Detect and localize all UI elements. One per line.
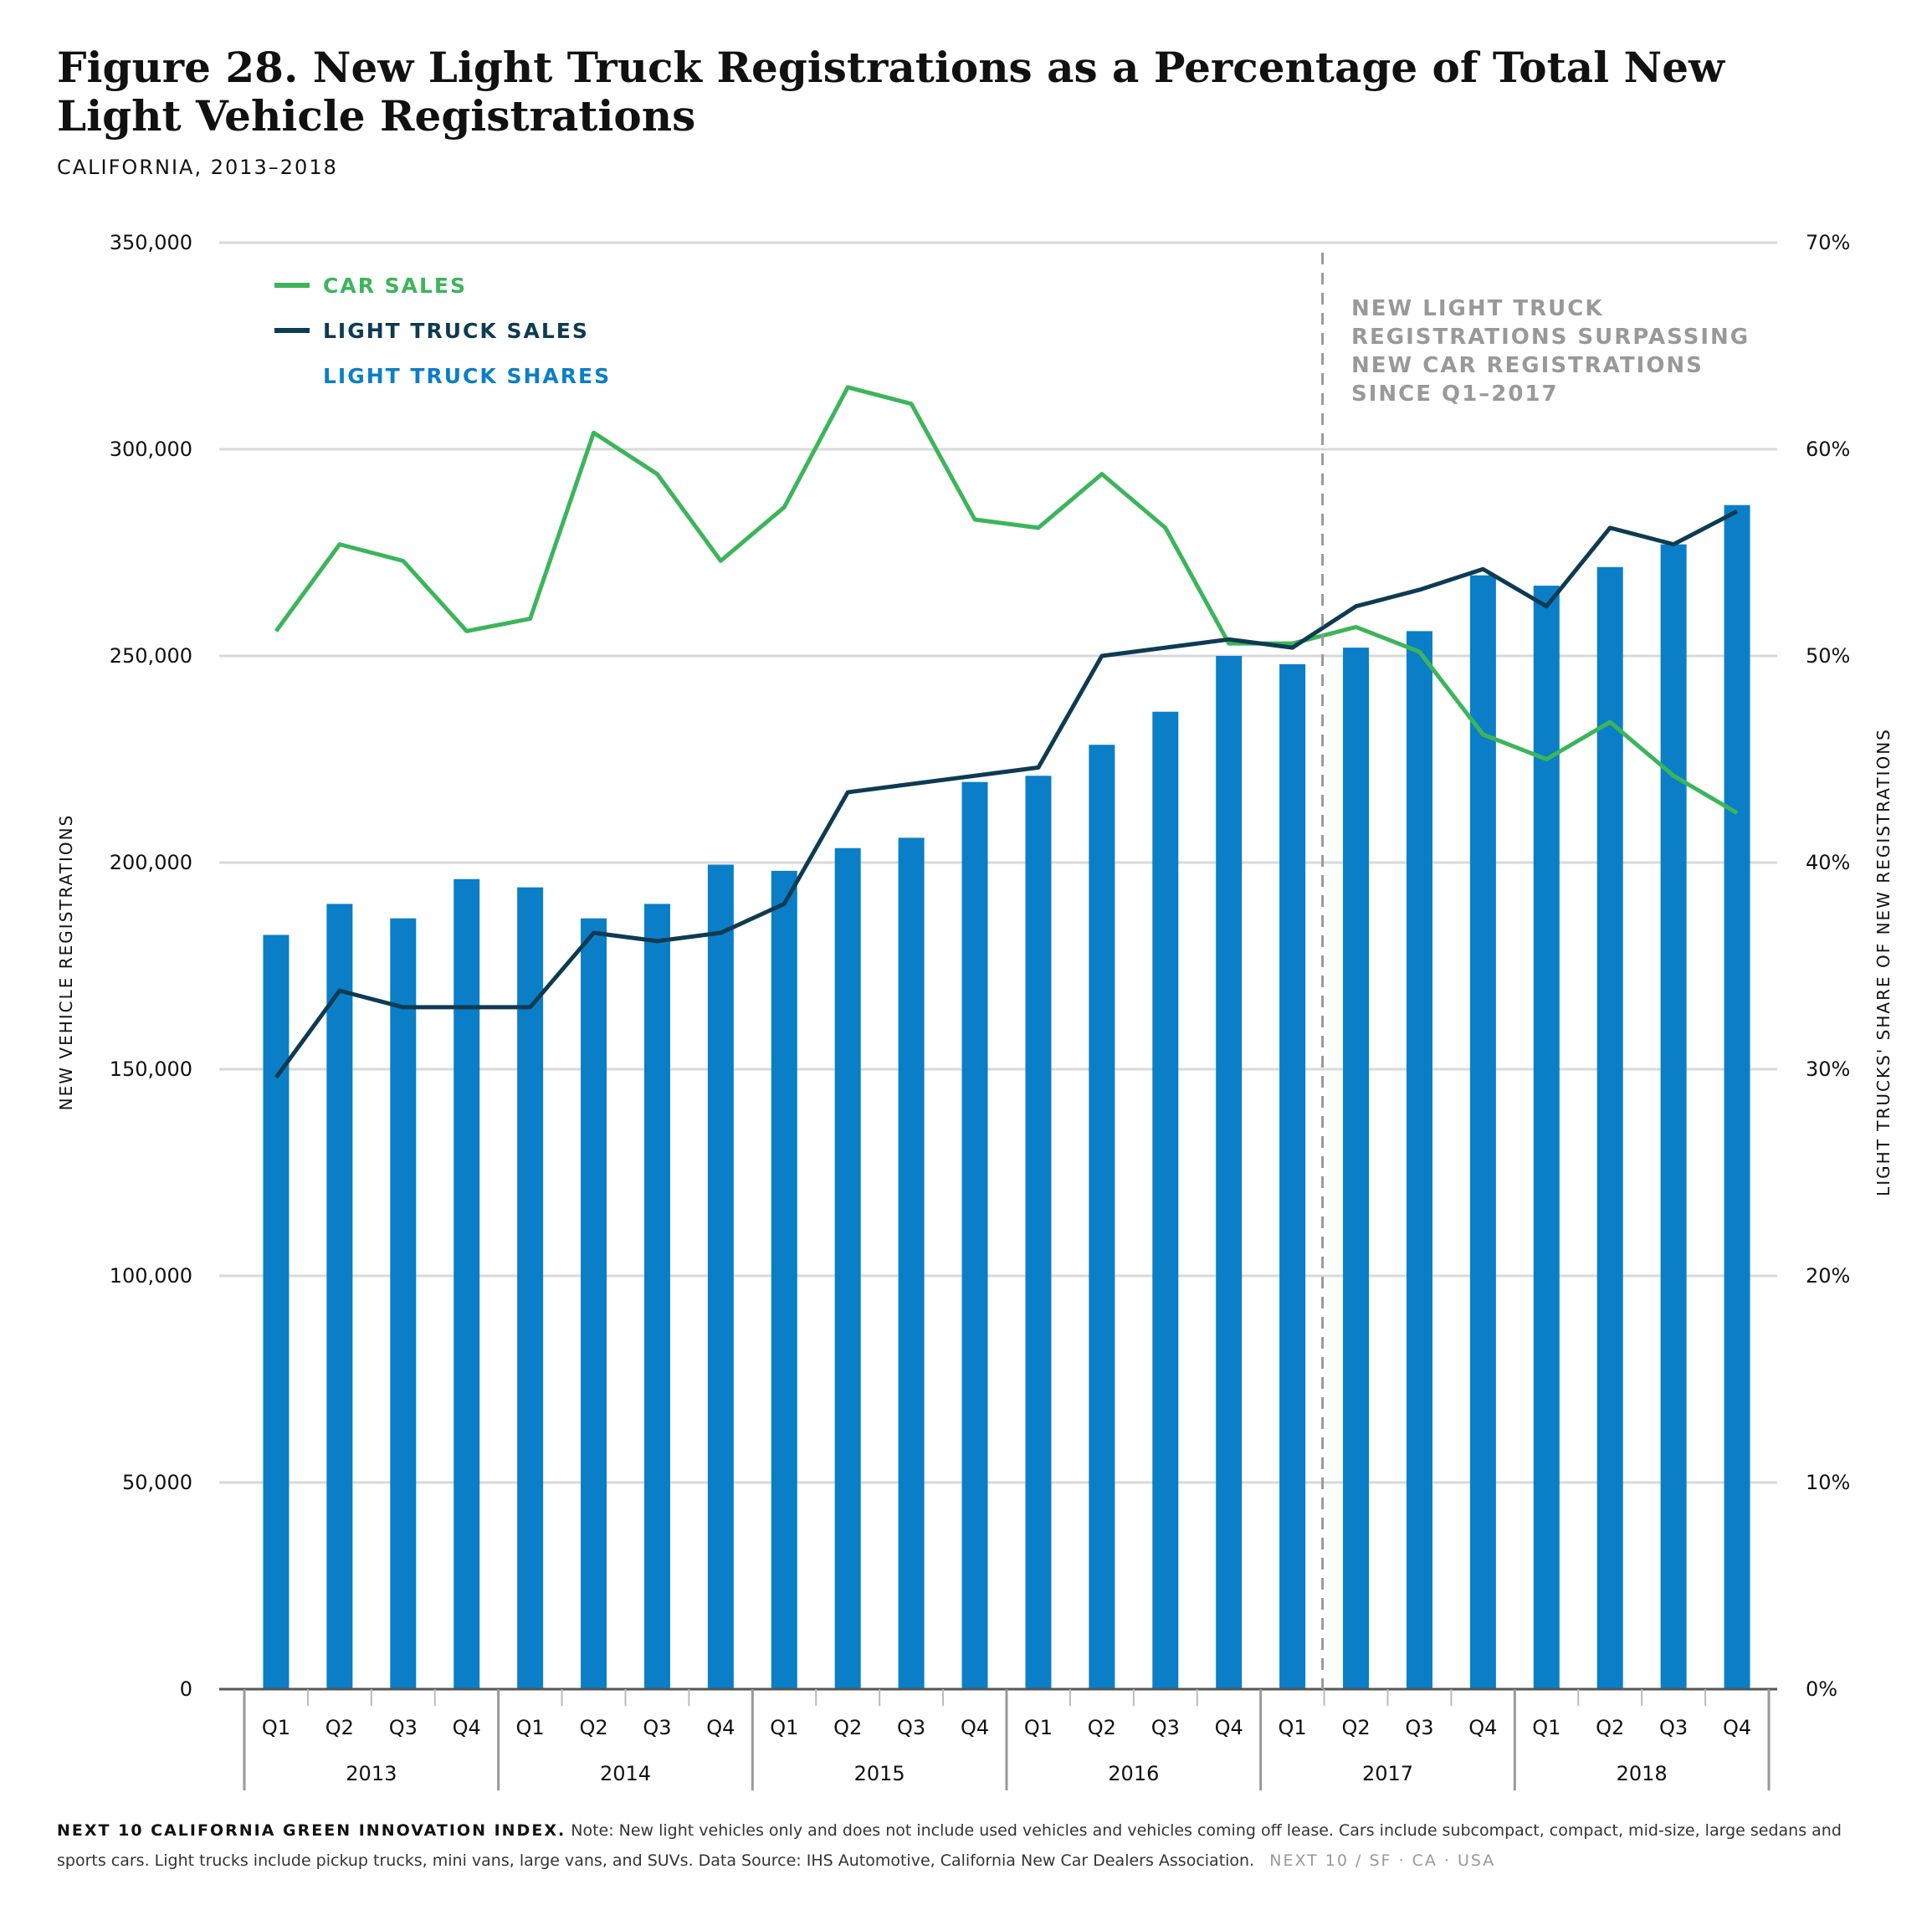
x-tick-label-quarter: Q1 <box>770 1716 798 1739</box>
legend: CAR SALES LIGHT TRUCK SALES LIGHT TRUCK SH… <box>274 274 611 388</box>
bar-light-truck-share <box>1406 631 1432 1689</box>
x-tick-label-quarter: Q4 <box>1723 1716 1751 1739</box>
y-axis-left-label: NEW VEHICLE REGISTRATIONS <box>56 814 76 1111</box>
bars-light-truck-shares <box>263 504 1750 1690</box>
y-right-tick-label: 50% <box>1806 644 1850 668</box>
bar-light-truck-share <box>326 904 353 1689</box>
y-right-tick-label: 20% <box>1806 1264 1850 1288</box>
bar-light-truck-share <box>961 781 988 1690</box>
x-tick-label-quarter: Q3 <box>897 1716 925 1739</box>
x-tick-label-quarter: Q2 <box>1088 1716 1116 1739</box>
x-group-label-year: 2018 <box>1617 1762 1668 1785</box>
x-group-label-year: 2013 <box>346 1762 397 1785</box>
lines <box>274 385 1739 1079</box>
bar-light-truck-share <box>1089 745 1115 1690</box>
bar-light-truck-share <box>517 887 544 1689</box>
x-tick-label-quarter: Q4 <box>453 1716 481 1739</box>
bar-light-truck-share <box>1279 663 1306 1689</box>
bar-light-truck-share <box>771 870 797 1689</box>
bar-light-truck-share <box>581 918 607 1689</box>
bar-light-truck-share <box>263 935 290 1689</box>
legend-label: CAR SALES <box>323 274 467 298</box>
y-right-tick-label: 60% <box>1806 438 1850 461</box>
annotation: NEW LIGHT TRUCK REGISTRATIONS SURPASSING N… <box>1321 253 1750 1689</box>
x-group-label-year: 2015 <box>854 1762 905 1785</box>
y-left-tick-label: 150,000 <box>110 1057 192 1081</box>
x-tick-label-quarter: Q2 <box>1341 1716 1370 1739</box>
y-left-tick-label: 50,000 <box>122 1471 192 1494</box>
bar-light-truck-share <box>1152 711 1179 1690</box>
x-tick-label-quarter: Q3 <box>643 1716 671 1739</box>
x-tick-label-quarter: Q1 <box>516 1716 545 1739</box>
bar-light-truck-share <box>1533 586 1560 1689</box>
y-right-tick-label: 30% <box>1806 1057 1850 1081</box>
car-sales-line <box>274 385 1739 815</box>
right-axis-ticks: 0% 10% 20% 30% 40% 50% 60% 70% <box>1806 231 1850 1701</box>
annotation-text-line: NEW CAR REGISTRATIONS <box>1351 353 1704 378</box>
chart-subtitle: CALIFORNIA, 2013–2018 <box>57 156 338 179</box>
x-tick-label-quarter: Q2 <box>579 1716 607 1739</box>
bar-light-truck-share <box>390 918 417 1689</box>
bar-light-truck-share <box>1216 656 1243 1689</box>
y-right-tick-label: 10% <box>1806 1471 1850 1494</box>
y-left-tick-label: 200,000 <box>110 851 192 874</box>
x-tick-label-quarter: Q4 <box>706 1716 735 1739</box>
y-left-tick-label: 300,000 <box>110 438 192 461</box>
chart-title: Figure 28. New Light Truck Registrations… <box>57 43 1725 141</box>
annotation-text-line: NEW LIGHT TRUCK <box>1351 296 1603 321</box>
x-tick-label-quarter: Q1 <box>1532 1716 1560 1739</box>
bar-light-truck-share <box>834 848 861 1689</box>
x-tick-label-quarter: Q2 <box>1596 1716 1624 1739</box>
y-right-tick-label: 40% <box>1806 851 1850 874</box>
x-tick-label-quarter: Q2 <box>833 1716 862 1739</box>
bar-light-truck-share <box>898 837 925 1689</box>
y-left-tick-label: 0 <box>180 1677 192 1701</box>
x-tick-label-quarter: Q4 <box>961 1716 989 1739</box>
footer-brand: NEXT 10 / SF · CA · USA <box>1269 1851 1496 1870</box>
legend-label: LIGHT TRUCK SHARES <box>323 364 611 388</box>
x-tick-label-quarter: Q3 <box>1151 1716 1180 1739</box>
x-group-label-year: 2016 <box>1108 1762 1159 1785</box>
x-tick-label-quarter: Q3 <box>1405 1716 1433 1739</box>
bar-light-truck-share <box>1025 776 1052 1689</box>
x-axis: Q1 Q2 Q3 Q4 Q1 Q2 Q3 Q4 Q1 Q2 Q3 Q4 Q1 Q2 Q3 Q4 Q1 Q2 Q3 Q4… <box>219 1687 1777 1790</box>
bar-light-truck-share <box>1596 566 1623 1689</box>
chart-area: 0 50,000 100,000 150,000 200,000 250,000 300,0… <box>56 231 1894 1790</box>
x-group-label-year: 2014 <box>600 1762 651 1785</box>
x-tick-label-quarter: Q2 <box>325 1716 354 1739</box>
left-axis-ticks: 0 50,000 100,000 150,000 200,000 250,000 300,0… <box>110 231 192 1701</box>
x-tick-label-quarter: Q1 <box>262 1716 290 1739</box>
bar-light-truck-share <box>643 904 670 1689</box>
bar-light-truck-share <box>454 878 480 1689</box>
y-right-tick-label: 0% <box>1806 1677 1837 1701</box>
bar-light-truck-share <box>1343 648 1370 1689</box>
x-tick-label-quarter: Q1 <box>1279 1716 1307 1739</box>
y-left-tick-label: 250,000 <box>110 644 192 668</box>
x-tick-label-quarter: Q4 <box>1215 1716 1243 1739</box>
footer-index-label: NEXT 10 CALIFORNIA GREEN INNOVATION INDE… <box>57 1821 566 1840</box>
x-tick-label-quarter: Q3 <box>389 1716 418 1739</box>
annotation-text-line: SINCE Q1–2017 <box>1351 382 1559 407</box>
annotation-text-line: REGISTRATIONS SURPASSING <box>1351 325 1750 350</box>
bar-light-truck-share <box>1469 575 1496 1690</box>
legend-label: LIGHT TRUCK SALES <box>323 319 589 343</box>
bar-light-truck-share <box>707 864 734 1689</box>
y-axis-right-label: LIGHT TRUCKS' SHARE OF NEW REGISTRATIONS <box>1873 728 1894 1196</box>
footer-note: NEXT 10 CALIFORNIA GREEN INNOVATION INDE… <box>57 1815 1881 1876</box>
x-tick-label-quarter: Q4 <box>1468 1716 1497 1739</box>
x-group-label-year: 2017 <box>1362 1762 1413 1785</box>
light-truck-sales-line <box>274 509 1739 1079</box>
footer-note-text: Note: New light vehicles only and does n… <box>57 1821 1842 1870</box>
y-right-tick-label: 70% <box>1806 231 1850 254</box>
bar-light-truck-share <box>1724 504 1750 1690</box>
y-left-tick-label: 350,000 <box>110 231 192 254</box>
x-tick-label-quarter: Q3 <box>1659 1716 1688 1739</box>
x-tick-label-quarter: Q1 <box>1024 1716 1053 1739</box>
y-left-tick-label: 100,000 <box>110 1264 192 1288</box>
bar-light-truck-share <box>1660 544 1687 1689</box>
